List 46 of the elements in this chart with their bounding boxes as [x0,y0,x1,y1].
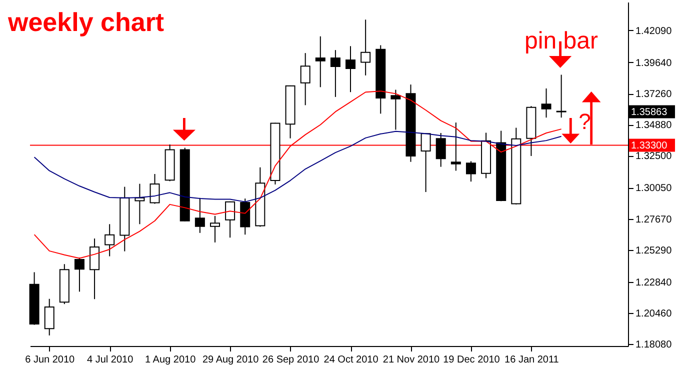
candlestick [390,89,401,130]
x-tick-label: 4 Jul 2010 [87,354,134,366]
text: 1.35863 [631,106,668,118]
x-tick-label: 1 Aug 2010 [145,354,196,366]
candlestick [210,215,220,243]
y-tick-label: 1.30050 [636,183,672,194]
y-tick-label: 1.37260 [636,89,672,100]
x-tick-label: 24 Oct 2010 [324,354,379,366]
x-tick-label: 26 Sep 2010 [262,354,320,366]
y-tick-label: 1.42090 [636,26,672,37]
candlestick [450,122,461,172]
y-tick-label: 1.39640 [636,58,672,69]
y-tick-label: 1.25290 [636,245,672,256]
candlestick [44,298,54,336]
candlestick [360,19,371,76]
x-tick-label: 19 Dec 2010 [443,354,500,366]
y-tick-label: 1.27670 [636,214,672,226]
candlestick [194,197,205,234]
candlestick [330,50,340,98]
candlestick [104,224,115,257]
candlestick [90,238,100,300]
x-tick-label: 6 Jun 2010 [25,354,76,366]
x-tick-label: 29 Aug 2010 [202,354,260,366]
y-tick-label: 1.20460 [636,308,672,320]
candlestick [225,200,236,238]
annotation: ? [578,108,591,134]
candlestick [556,74,566,118]
candlestick [466,160,476,182]
candlestick [74,257,84,292]
candlestick [134,183,145,225]
x-tick-label: 16 Jan 2011 [504,354,560,366]
y-tick-label: 1.34880 [636,120,672,132]
y-tick-label: 1.18080 [636,340,672,351]
annotation: pin bar [524,27,598,54]
candlestick [300,52,310,106]
candlestick [150,174,160,204]
candlestick [346,46,356,93]
ref-line-label: 1.33300 [631,140,668,152]
y-tick-label: 1.32500 [636,151,672,162]
y-tick-label: 1.22840 [636,277,672,288]
x-tick-label: 21 Nov 2010 [382,354,440,366]
candlestick [420,132,431,193]
candlestick [315,36,326,88]
candlestick [541,88,552,118]
candlestick [436,132,446,168]
chart-title: weekly chart [7,7,164,37]
